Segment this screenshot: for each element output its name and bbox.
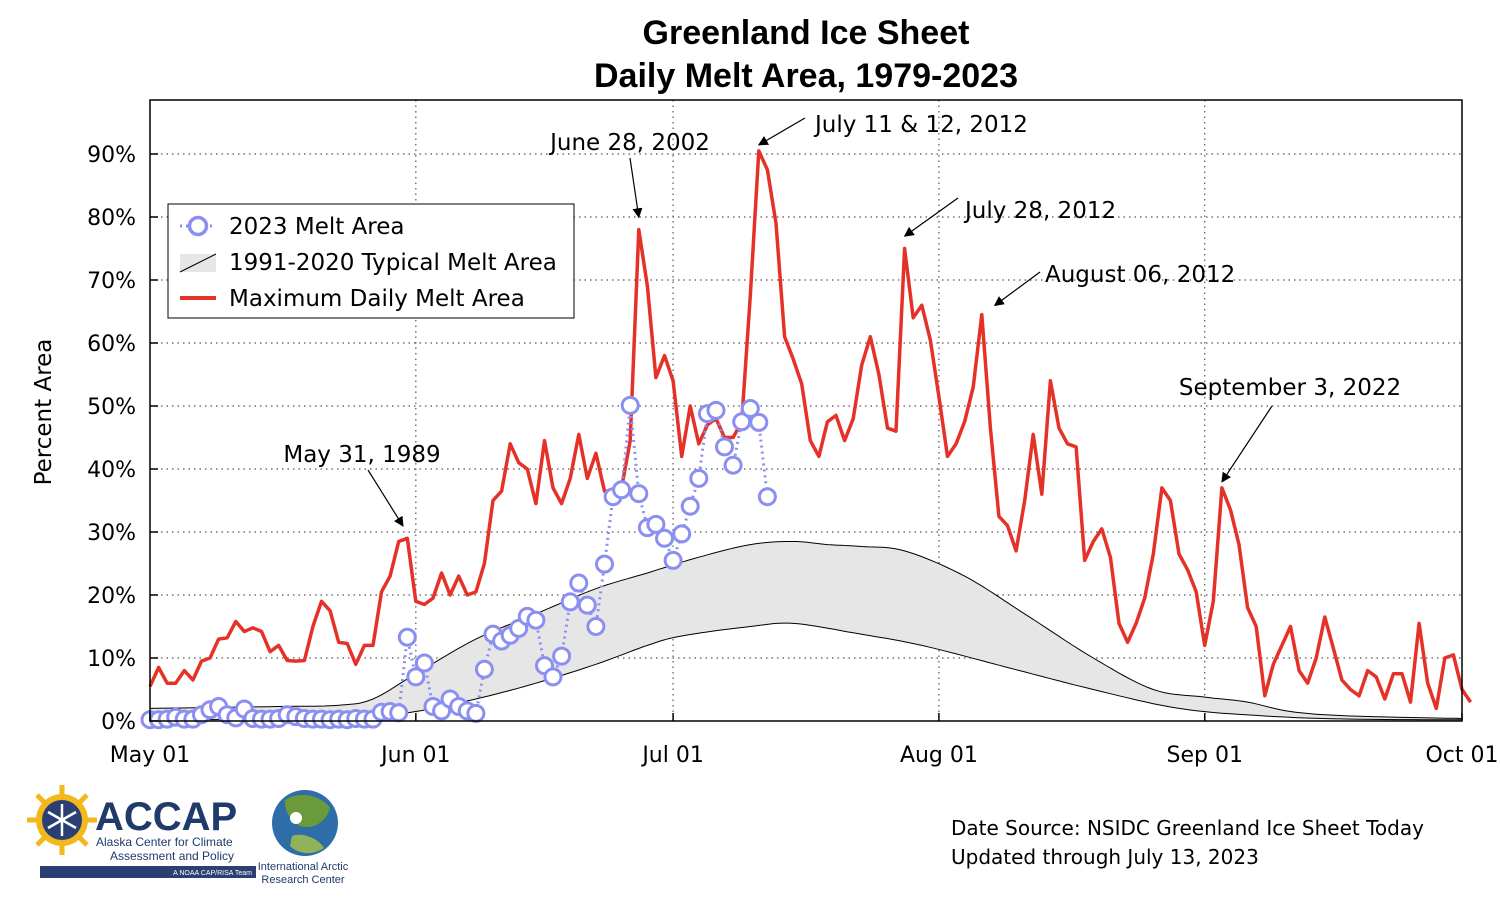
max-melt-layer: [148, 149, 1473, 711]
melt-2023-point: [680, 496, 700, 516]
accap-tag-bar: [40, 866, 256, 878]
source-line-1: Date Source: NSIDC Greenland Ice Sheet T…: [951, 816, 1424, 840]
typical-melt-lower-edge: [150, 622, 1462, 721]
melt-2023-point: [569, 573, 589, 593]
annotation-arrow: [903, 197, 959, 237]
annotation-label: July 11 & 12, 2012: [813, 112, 1028, 138]
melt-2023-point: [474, 659, 494, 679]
melt-2023-point: [586, 617, 606, 636]
melt-2023-point: [757, 487, 777, 507]
annotation-arrow: [629, 157, 643, 219]
annotation-arrow: [757, 117, 806, 146]
iarc-line1: International Arctic: [258, 861, 349, 873]
y-tick-label: 30%: [87, 521, 136, 546]
y-tick-label: 80%: [87, 206, 136, 231]
melt-2023-layer: [140, 395, 777, 730]
melt-2023-point: [706, 400, 726, 420]
melt-2023-point: [689, 468, 709, 488]
melt-2023-point: [526, 610, 546, 630]
melt-2023-point: [414, 653, 434, 673]
sun-snowflake-icon: [27, 785, 97, 855]
y-tick-label: 10%: [87, 647, 136, 672]
accap-tag: A NOAA CAP/RISA Team: [173, 870, 252, 877]
y-tick-label: 60%: [87, 332, 136, 357]
y-tick-label: 90%: [87, 143, 136, 168]
melt-2023-point: [612, 480, 632, 500]
y-tick-label: 20%: [87, 584, 136, 609]
melt-2023-point: [740, 399, 760, 418]
legend: 2023 Melt Area 1991-2020 Typical Melt Ar…: [167, 203, 575, 319]
globe-icon: [272, 790, 338, 856]
x-tick-label: Oct 01: [1425, 743, 1498, 768]
melt-2023-point: [552, 646, 572, 666]
annotation-label: June 28, 2002: [548, 130, 710, 156]
melt-2023-point: [466, 703, 486, 723]
accap-name: ACCAP: [95, 795, 237, 839]
legend-typical-edge: [179, 253, 217, 273]
melt-2023-point: [663, 550, 683, 570]
melt-2023-point: [389, 703, 409, 723]
melt-2023-point: [629, 484, 649, 504]
annotation-label: September 3, 2022: [1179, 375, 1401, 401]
y-tick-label: 0%: [101, 710, 136, 735]
legend-box: [167, 203, 575, 319]
chart-title-line2: Daily Melt Area, 1979-2023: [594, 57, 1018, 95]
melt-2023-point: [646, 514, 666, 534]
plot-frame: [149, 99, 1463, 722]
y-tick-label: 40%: [87, 458, 136, 483]
annotation-arrow: [993, 271, 1041, 307]
melt-2023-point: [397, 627, 417, 647]
annotation-arrow: [1221, 405, 1273, 483]
y-tick-label: 50%: [87, 395, 136, 420]
axis-layer: 0% 10% 20% 30% 40% 50% 60% 70% 80% 90% May 01 Jun 0…: [87, 143, 1498, 768]
melt-2023-point: [543, 667, 563, 687]
source-line-2: Updated through July 13, 2023: [951, 845, 1259, 869]
chart-title-line1: Greenland Ice Sheet: [643, 14, 970, 52]
accap-line2: Assessment and Policy: [110, 849, 234, 863]
melt-2023-point: [406, 667, 426, 687]
x-tick-label: May 01: [110, 743, 190, 768]
melt-2023-point: [560, 592, 580, 612]
legend-2023-marker: [187, 215, 209, 237]
melt-2023-point: [577, 595, 597, 615]
annotation-label: August 06, 2012: [1045, 262, 1235, 288]
melt-2023-point: [672, 524, 692, 544]
y-axis-label: Percent Area: [31, 339, 57, 486]
melt-2023-point: [620, 395, 640, 415]
melt-2023-point: [715, 437, 734, 457]
legend-label-max: Maximum Daily Melt Area: [229, 286, 525, 312]
legend-label-2023: 2023 Melt Area: [229, 214, 405, 240]
iarc-logo: International Arctic Research Center: [258, 790, 349, 886]
annotation-label: July 28, 2012: [963, 198, 1116, 224]
x-tick-label: Sep 01: [1167, 743, 1243, 768]
melt-2023-point: [723, 455, 743, 475]
iarc-line2: Research Center: [261, 874, 344, 886]
accap-line1: Alaska Center for Climate: [96, 835, 233, 849]
annotation-layer: May 31, 1989 June 28, 2002 July 11 & 12, 2…: [283, 112, 1401, 527]
y-tick-label: 70%: [87, 269, 136, 294]
melt-2023-point: [655, 528, 674, 548]
accap-logo: ACCAP Alaska Center for Climate Assessme…: [27, 785, 256, 878]
max-melt-line: [148, 149, 1473, 711]
x-tick-label: Jul 01: [640, 743, 704, 768]
x-tick-label: Jun 01: [379, 743, 450, 768]
melt-2023-point: [595, 554, 614, 574]
melt-2023-point: [749, 412, 769, 432]
x-tick-label: Aug 01: [900, 743, 978, 768]
legend-label-typical: 1991-2020 Typical Melt Area: [229, 250, 557, 276]
annotation-label: May 31, 1989: [283, 442, 440, 468]
annotation-arrow: [367, 469, 404, 527]
